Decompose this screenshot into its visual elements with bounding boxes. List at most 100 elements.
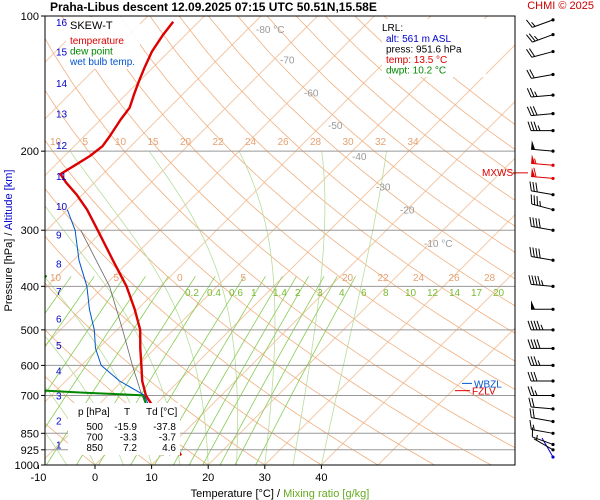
mixing-ratio-label: 0.6 [229,288,243,299]
dry-adiabat-label: 28 [310,137,322,148]
pressure-tick-label: 1000 [15,460,39,472]
mixing-ratio-label: 12 [427,288,439,299]
dry-adiabat-label: 26 [449,273,461,284]
mixing-ratio-label: 1 [251,288,257,299]
info-box-line: temp: 13.5 °C [386,55,447,66]
info-box-line: dwpt: 10.2 °C [386,66,446,77]
legend-title: SKEW-T [70,20,113,32]
mixing-ratio-label: 6 [361,288,367,299]
chmi-credit: CHMI © 2025 [527,0,594,12]
temperature-tick-label: 10 [145,472,157,484]
pressure-tick-label: 200 [21,146,39,158]
dry-adiabat-label: 5 [83,137,89,148]
mixing-ratio-line [219,276,325,465]
dewpoint-line [45,274,165,456]
levels-table-header: p [hPa] [78,407,110,418]
legend-box [66,17,140,69]
levels-table-cell: 700 [86,433,103,444]
levels-table-bg [68,403,180,455]
isotherm-line [45,16,149,120]
altitude-tick-label: 13 [56,110,68,121]
mixing-ratio-line [255,276,356,465]
mixing-ratio-label: 25 [515,288,527,299]
wind-barb [526,48,555,58]
mixing-ratio-label: 1.4 [273,288,287,299]
altitude-tick-label: 9 [56,231,62,242]
dry-adiabat-label: 24 [245,137,257,148]
altitude-tick-label: 2 [56,416,62,427]
wind-barb [529,420,555,435]
levels-table-cell: -15.9 [114,422,137,433]
altitude-tick-label: 10 [56,202,68,213]
levels-table-cell: 500 [86,422,103,433]
altitude-tick-label: 8 [56,260,62,271]
altitude-tick-label: 1 [56,440,62,451]
mixing-ratio-label: 4 [339,288,345,299]
pressure-tick-label: 600 [21,360,39,372]
isotherm-label: -10 °C [424,239,452,250]
dry-adiabat-line [295,16,515,201]
isotherm-line [321,270,515,465]
wind-barb [528,397,555,411]
temperature-tick-label: 20 [202,472,214,484]
pressure-tick-label: 100 [21,11,39,23]
temperature-tick-label: 40 [315,472,327,484]
fzlv-label: FZLV [472,387,496,398]
dry-adiabat-label: 32 [375,137,387,148]
mixing-ratio-line [45,276,95,348]
mixing-ratio-line [202,276,309,465]
isotherm-line [207,157,515,465]
dry-adiabat-line [61,16,515,419]
mixing-ratio-label: 14 [449,288,461,299]
pressure-tick-label: 500 [21,325,39,337]
mixing-ratio-label: 10 [405,288,417,299]
dry-adiabat-line [120,16,515,362]
wind-barbs-column [526,18,555,459]
dry-adiabat-label: 10 [50,273,62,284]
isotherm-line [151,100,515,465]
isotherm-label: -70 [280,56,295,67]
wind-barb [526,69,555,79]
dry-adiabat-label: 20 [180,137,192,148]
wind-barb [527,356,555,367]
wind-barb [531,154,555,167]
dry-adiabat-label: 5 [241,273,247,284]
wind-barb [533,434,555,452]
info-box-bg [382,19,486,77]
isotherm-label: -20 [400,206,415,217]
pressure-tick-label: 700 [21,390,39,402]
temperature-tick-label: 0 [92,472,98,484]
legend-item: wet bulb temp. [69,57,135,68]
isotherm-line [45,16,488,460]
mixing-ratio-label: 0.2 [185,288,199,299]
dry-adiabat-line [178,16,515,307]
wind-barb [526,106,555,117]
isotherm-label: -80 °C [256,25,284,36]
dry-adiabat-line [237,16,515,253]
levels-table: p [hPa] T Td [°C] 500 -15.9 -37.8 700 -3.3 -3.7 8… [68,403,180,455]
wind-barb [531,427,555,447]
wind-barb [529,247,555,262]
altitude-tick-label: 12 [56,141,68,152]
dry-adiabat-label: 34 [591,273,600,284]
isotherm-label: -50 [328,121,343,132]
dry-adiabat-label: 22 [213,137,225,148]
isotherm-line [264,214,515,465]
mixing-ratio-label: 2 [295,288,301,299]
dry-adiabat-label: 26 [278,137,290,148]
dry-adiabat-label: 34 [408,137,420,148]
isotherm-line [45,16,262,233]
wind-barb [527,121,555,133]
levels-table-cell: 7.2 [123,443,137,454]
info-box-line: alt: 561 m ASL [386,34,451,45]
pressure-tick-label: 850 [21,428,39,440]
chart-title: Praha-Libus descent 12.09.2025 07:15 UTC… [50,0,377,14]
altitude-tick-label: 14 [56,79,68,90]
mixing-ratio-label: 17 [471,288,483,299]
levels-table-header: Td [°C] [146,407,177,418]
wind-barb [529,408,555,424]
mixing-ratio-label: 20 [493,288,505,299]
mixing-ratio-line [173,276,283,465]
